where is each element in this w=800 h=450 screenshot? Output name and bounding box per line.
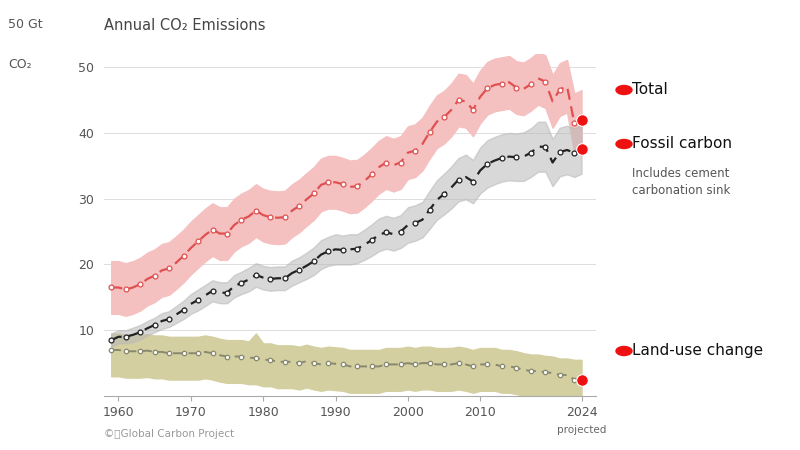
Text: ©ⓄGlobal Carbon Project: ©ⓄGlobal Carbon Project — [104, 429, 234, 439]
Text: CO₂: CO₂ — [8, 58, 32, 72]
Text: Annual CO₂ Emissions: Annual CO₂ Emissions — [104, 18, 266, 33]
Text: Total: Total — [632, 82, 668, 98]
Text: Includes cement
carbonation sink: Includes cement carbonation sink — [632, 167, 730, 197]
Text: projected: projected — [557, 425, 606, 435]
Text: Fossil carbon: Fossil carbon — [632, 136, 732, 152]
Point — [575, 376, 588, 383]
Text: 50 Gt: 50 Gt — [8, 18, 42, 31]
Text: Land-use change: Land-use change — [632, 343, 763, 359]
Point — [575, 116, 588, 123]
Point — [575, 146, 588, 153]
